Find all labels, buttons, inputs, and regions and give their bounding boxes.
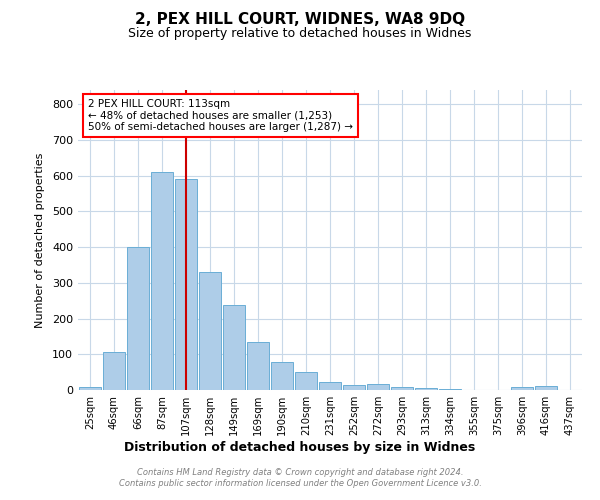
Bar: [295, 372, 317, 390]
Bar: [103, 352, 125, 390]
Bar: [367, 384, 389, 390]
Bar: [127, 247, 149, 390]
Bar: [535, 386, 557, 390]
Bar: [223, 306, 245, 390]
Bar: [319, 382, 341, 390]
Y-axis label: Number of detached properties: Number of detached properties: [35, 152, 45, 328]
Text: Distribution of detached houses by size in Widnes: Distribution of detached houses by size …: [124, 441, 476, 454]
Bar: [511, 387, 533, 390]
Text: Size of property relative to detached houses in Widnes: Size of property relative to detached ho…: [128, 28, 472, 40]
Bar: [79, 387, 101, 390]
Text: 2 PEX HILL COURT: 113sqm
← 48% of detached houses are smaller (1,253)
50% of sem: 2 PEX HILL COURT: 113sqm ← 48% of detach…: [88, 99, 353, 132]
Bar: [271, 362, 293, 390]
Bar: [391, 387, 413, 390]
Text: 2, PEX HILL COURT, WIDNES, WA8 9DQ: 2, PEX HILL COURT, WIDNES, WA8 9DQ: [135, 12, 465, 28]
Bar: [151, 172, 173, 390]
Bar: [199, 272, 221, 390]
Bar: [247, 342, 269, 390]
Bar: [175, 180, 197, 390]
Text: Contains HM Land Registry data © Crown copyright and database right 2024.
Contai: Contains HM Land Registry data © Crown c…: [119, 468, 481, 487]
Bar: [415, 388, 437, 390]
Bar: [343, 384, 365, 390]
